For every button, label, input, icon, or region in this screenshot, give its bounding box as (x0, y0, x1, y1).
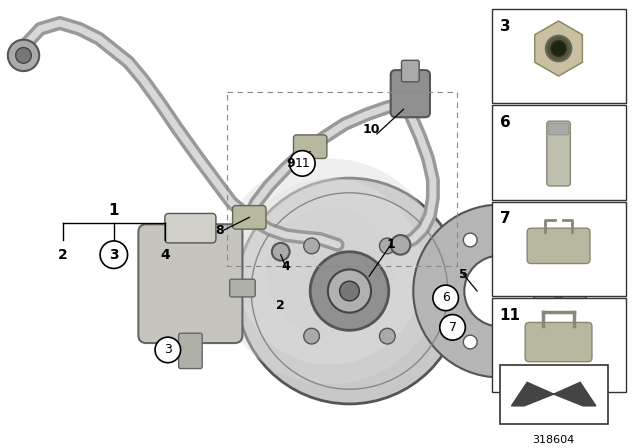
Polygon shape (511, 382, 596, 406)
Circle shape (272, 243, 289, 261)
Circle shape (380, 328, 395, 344)
Bar (492, 202, 627, 296)
Text: 3: 3 (500, 19, 510, 34)
Circle shape (289, 151, 315, 176)
Text: 5: 5 (459, 268, 468, 281)
Text: 4: 4 (160, 248, 170, 262)
Circle shape (100, 241, 127, 268)
Circle shape (380, 238, 395, 254)
FancyBboxPatch shape (548, 123, 568, 135)
Circle shape (440, 314, 465, 340)
Text: 9: 9 (286, 157, 295, 170)
Polygon shape (535, 21, 582, 76)
Text: 2: 2 (276, 299, 285, 312)
Circle shape (463, 335, 477, 349)
Circle shape (304, 238, 319, 254)
Text: 3: 3 (164, 344, 172, 357)
FancyBboxPatch shape (179, 333, 202, 369)
Circle shape (237, 178, 423, 365)
Circle shape (546, 36, 572, 61)
Wedge shape (413, 205, 586, 377)
Circle shape (340, 281, 359, 301)
Text: 4: 4 (281, 260, 290, 273)
Circle shape (304, 328, 319, 344)
Circle shape (8, 40, 39, 71)
Text: 318604: 318604 (532, 435, 575, 445)
Circle shape (266, 207, 394, 335)
Circle shape (310, 252, 388, 330)
Circle shape (552, 284, 566, 298)
Text: 6: 6 (500, 115, 511, 130)
Text: 7: 7 (449, 321, 456, 334)
Text: 8: 8 (216, 224, 224, 237)
FancyBboxPatch shape (525, 323, 592, 362)
Text: 11: 11 (294, 157, 310, 170)
Circle shape (328, 269, 371, 313)
Text: 1: 1 (109, 203, 119, 218)
Text: 7: 7 (500, 211, 510, 227)
Circle shape (463, 233, 477, 247)
Text: 2: 2 (58, 248, 68, 262)
FancyBboxPatch shape (232, 206, 266, 229)
Circle shape (155, 337, 180, 363)
Text: 11: 11 (500, 308, 521, 323)
Text: 1: 1 (387, 238, 395, 251)
Bar (492, 105, 627, 200)
Circle shape (433, 285, 458, 310)
Bar (492, 9, 627, 103)
FancyBboxPatch shape (527, 228, 590, 263)
FancyBboxPatch shape (230, 279, 255, 297)
Text: 6: 6 (442, 291, 450, 304)
FancyBboxPatch shape (138, 224, 243, 343)
Bar (500, 365, 607, 423)
Circle shape (551, 41, 566, 56)
FancyBboxPatch shape (401, 60, 419, 82)
FancyBboxPatch shape (165, 213, 216, 243)
Bar (492, 298, 627, 392)
Circle shape (15, 47, 31, 63)
Circle shape (217, 159, 443, 384)
FancyBboxPatch shape (390, 70, 430, 117)
FancyBboxPatch shape (547, 121, 570, 186)
Text: 10: 10 (362, 122, 380, 136)
Circle shape (237, 178, 462, 404)
FancyBboxPatch shape (294, 135, 327, 159)
Circle shape (390, 235, 410, 255)
Text: 3: 3 (109, 248, 118, 262)
